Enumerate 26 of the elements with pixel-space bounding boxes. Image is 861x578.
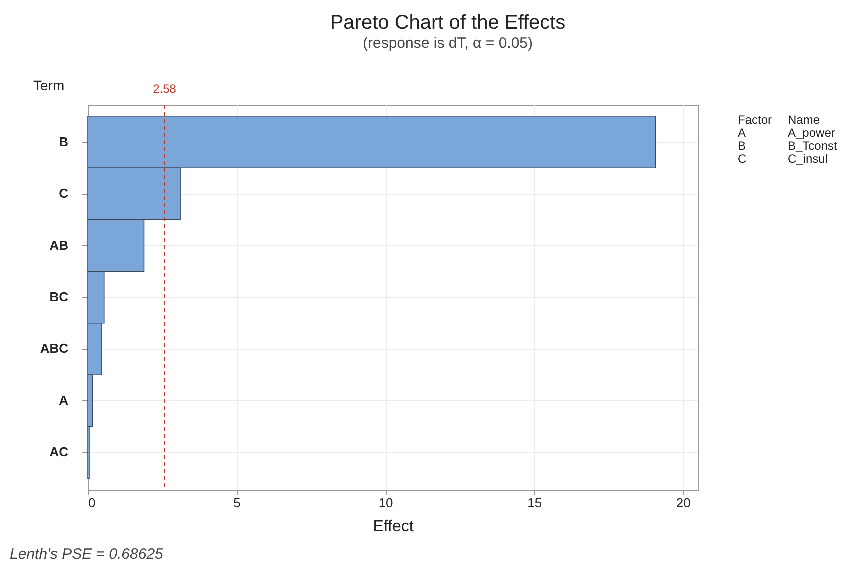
text: B_Tconst [788,139,838,153]
y-tick-label: B [59,134,68,150]
x-tick-label: 15 [528,496,542,510]
text: A_power [788,126,836,140]
y-tick-label: AB [50,238,68,253]
text: Lenth's PSE = 0.68625 [10,546,164,563]
text: C_insul [788,152,828,166]
x-tick-label: 5 [234,496,241,510]
x-axis-title: Effect [373,518,414,536]
y-tick-label: ABC [40,341,70,356]
chart-subtitle: (response is dT, α = 0.05) [362,35,534,52]
y-tick-label: BC [50,290,70,304]
y-tick-label: A [59,392,70,408]
y-tick-label: AC [50,444,70,460]
y-tick-label: C [59,186,70,202]
y-axis-title: Term [34,78,65,94]
text: B [738,139,746,153]
x-tick-label: 20 [676,496,691,510]
text: Factor [738,113,772,127]
text: A [738,126,746,140]
text: Name [788,113,820,127]
text: C [738,152,747,166]
x-tick-label: 0 [88,496,96,510]
x-tick-label: 10 [378,496,394,510]
chart-title: Pareto Chart of the Effects [330,12,566,34]
ref-line-label: 2.58 [153,82,177,96]
